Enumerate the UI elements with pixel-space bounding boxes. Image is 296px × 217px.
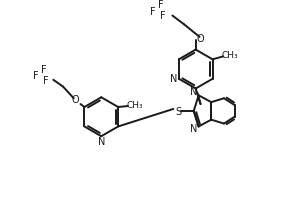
Text: CH₃: CH₃ — [126, 100, 143, 110]
Text: O: O — [197, 34, 204, 44]
Text: F: F — [43, 76, 48, 86]
Text: F: F — [160, 12, 165, 21]
Text: O: O — [72, 95, 79, 105]
Text: S: S — [175, 107, 181, 117]
Text: CH₃: CH₃ — [222, 51, 238, 60]
Text: F: F — [33, 71, 38, 81]
Text: F: F — [150, 7, 156, 17]
Text: N: N — [170, 74, 178, 84]
Text: F: F — [41, 65, 46, 75]
Text: F: F — [158, 0, 163, 10]
Text: N: N — [98, 137, 105, 147]
Text: N: N — [190, 87, 197, 97]
Text: N: N — [190, 124, 197, 134]
